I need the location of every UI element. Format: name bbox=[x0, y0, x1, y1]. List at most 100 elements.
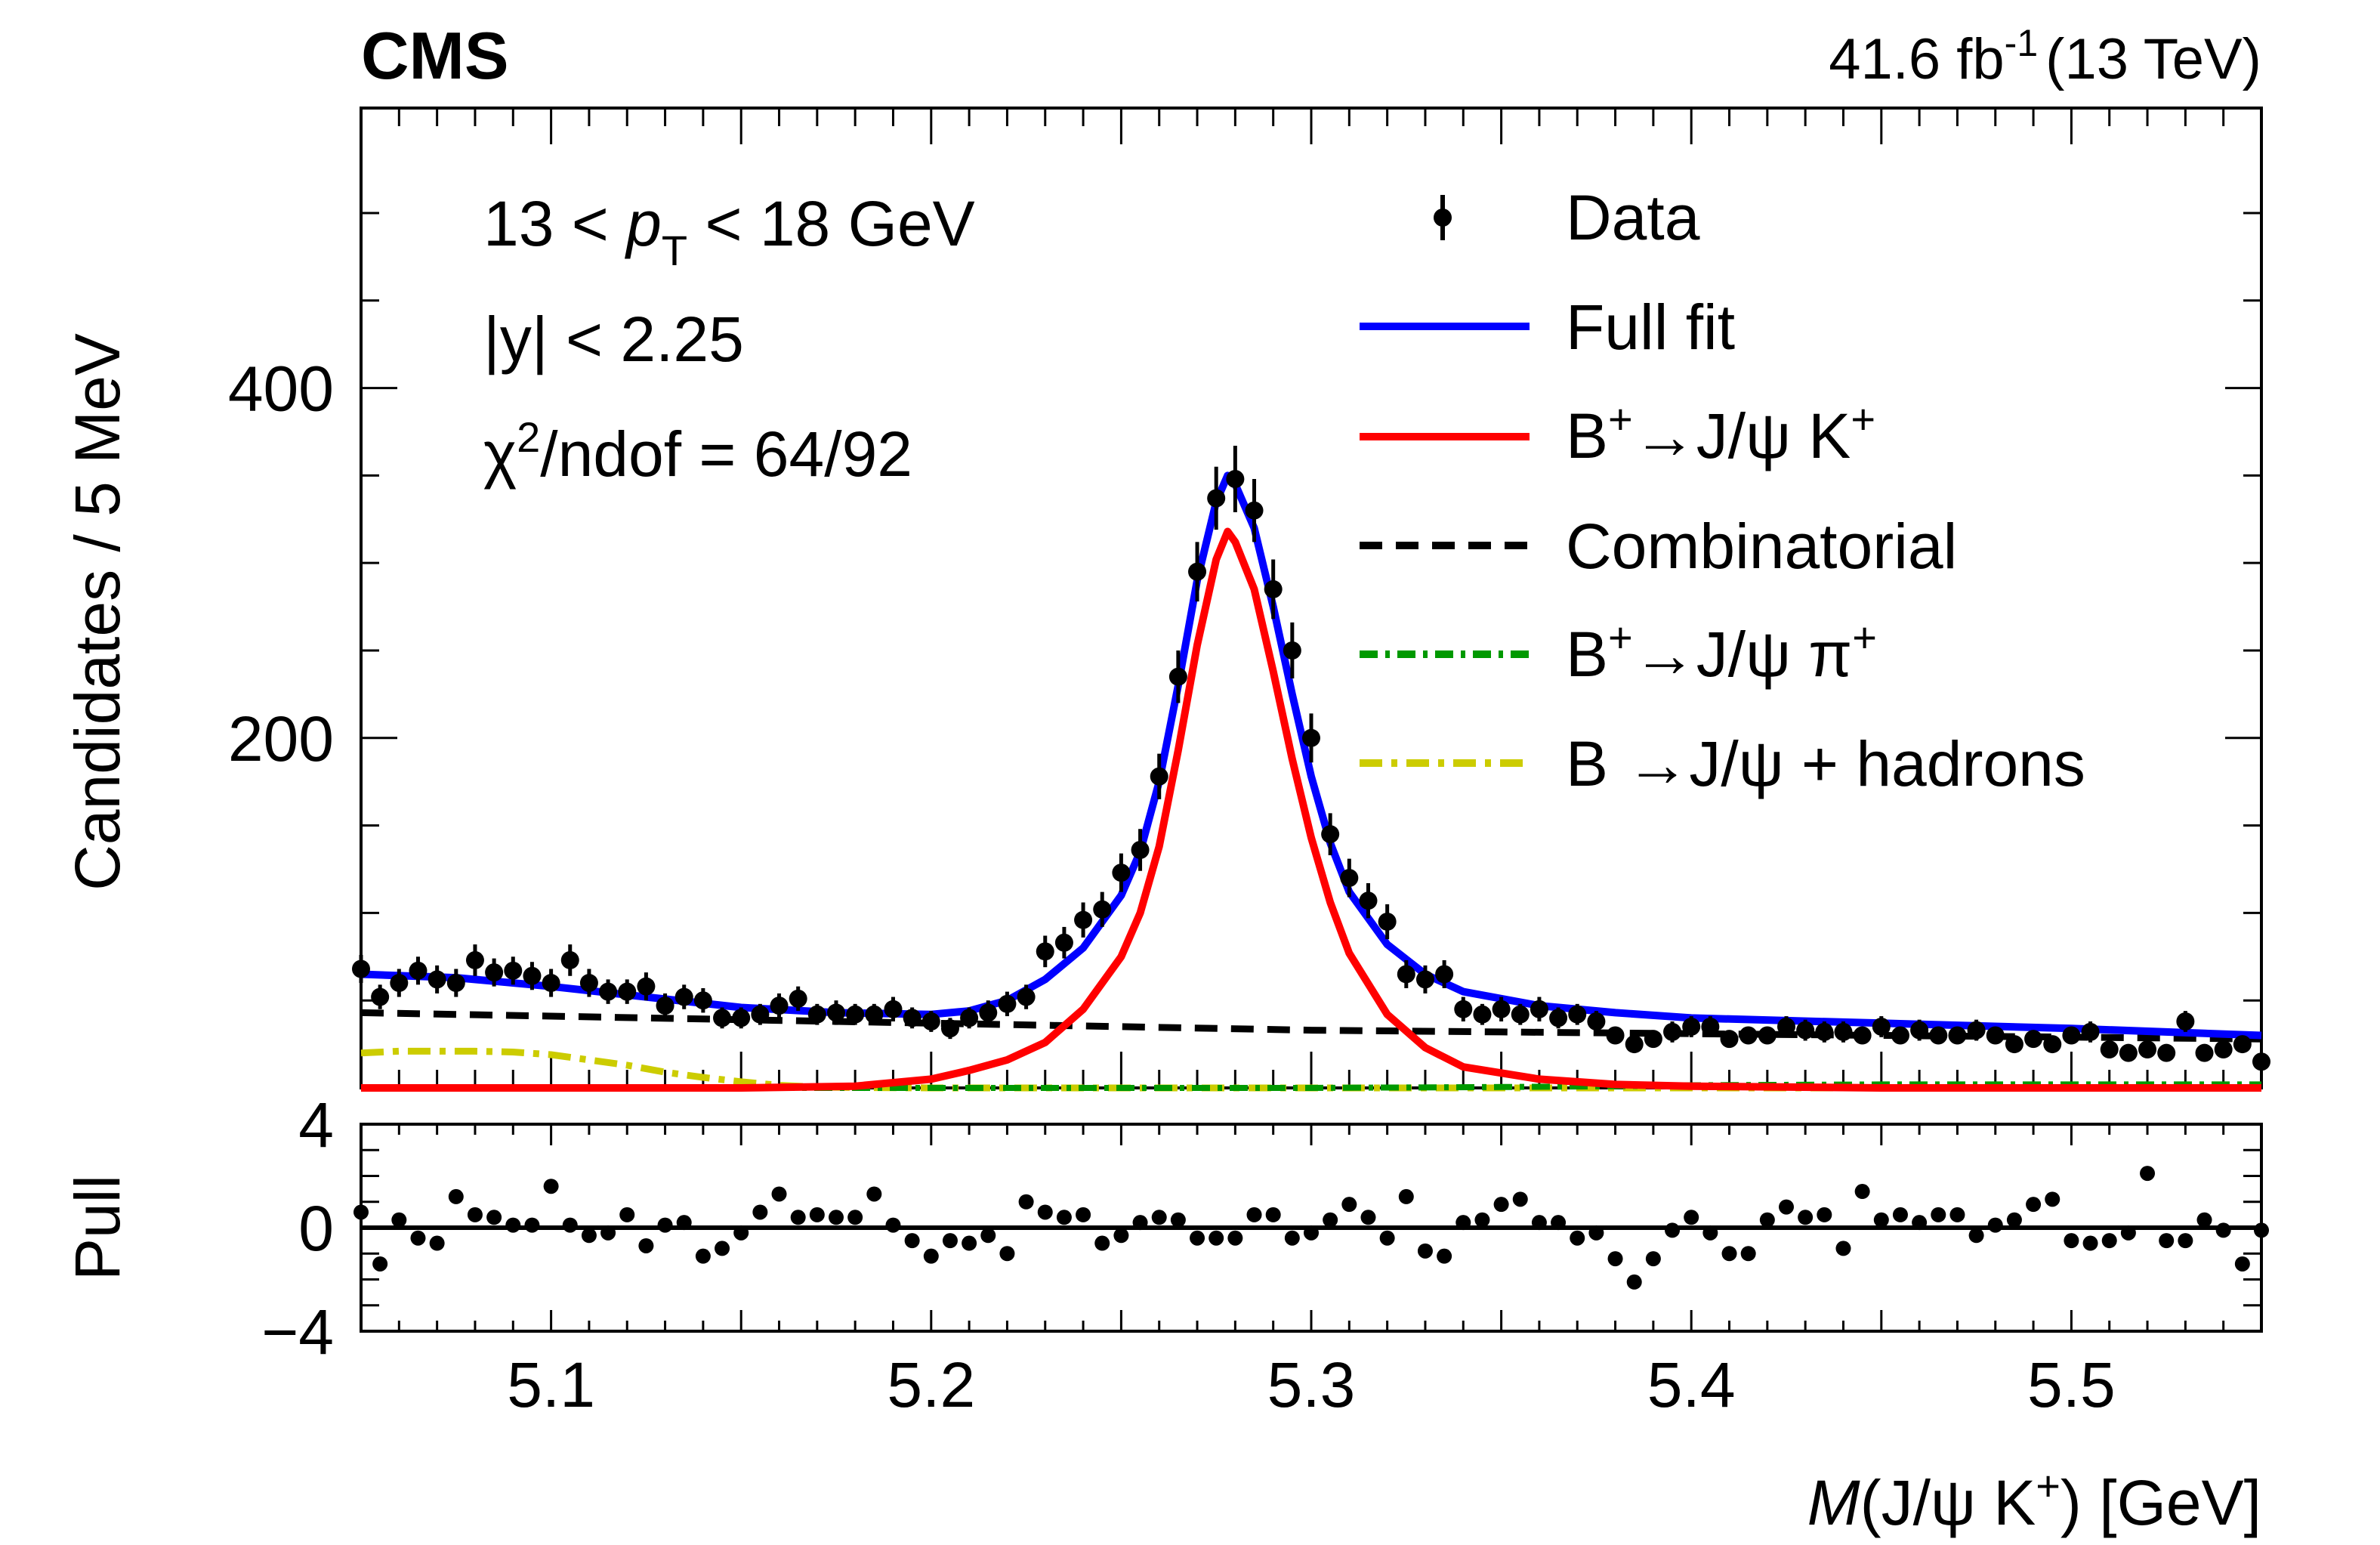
data-point bbox=[1188, 562, 1207, 581]
data-point bbox=[2138, 1040, 2157, 1059]
pull-point bbox=[1551, 1215, 1567, 1231]
pull-point bbox=[1246, 1207, 1262, 1222]
pull-point bbox=[923, 1248, 939, 1264]
data-point bbox=[1815, 1022, 1834, 1041]
data-point bbox=[656, 997, 674, 1015]
pull-panel: −4 0 4 bbox=[261, 1089, 2269, 1367]
data-point bbox=[390, 974, 409, 993]
data-point bbox=[1986, 1026, 2005, 1045]
data-point bbox=[1435, 965, 1454, 984]
data-point bbox=[1720, 1030, 1739, 1049]
data-point bbox=[1245, 501, 1264, 520]
data-point bbox=[2195, 1043, 2214, 1062]
pull-tick-label: −4 bbox=[261, 1296, 334, 1367]
pull-point bbox=[1779, 1199, 1794, 1215]
y-tick-label: 200 bbox=[228, 703, 334, 774]
data-point bbox=[2062, 1026, 2081, 1045]
pull-point bbox=[2026, 1197, 2042, 1213]
pull-ticks: −4 0 4 bbox=[261, 1089, 2263, 1367]
pull-point bbox=[429, 1235, 445, 1251]
pull-point bbox=[866, 1186, 882, 1202]
data-point bbox=[560, 950, 579, 969]
pull-point bbox=[410, 1230, 426, 1246]
pull-point bbox=[1265, 1207, 1281, 1222]
data-point bbox=[637, 977, 656, 996]
pull-point bbox=[942, 1233, 958, 1249]
data-point bbox=[2100, 1040, 2119, 1059]
data-point bbox=[1359, 891, 1378, 910]
data-point bbox=[485, 963, 504, 982]
data-point bbox=[1054, 933, 1073, 952]
pull-point bbox=[1759, 1212, 1775, 1228]
data-point bbox=[1796, 1021, 1815, 1040]
pull-point bbox=[1817, 1207, 1832, 1222]
pull-point bbox=[486, 1210, 502, 1225]
legend: Data Full fit B+→J/ψ K+ Combinatorial B+… bbox=[1360, 182, 2085, 799]
data-point bbox=[979, 1003, 998, 1022]
data-point bbox=[1663, 1022, 1682, 1041]
data-point bbox=[1910, 1021, 1929, 1040]
data-point bbox=[2119, 1043, 2138, 1062]
data-point bbox=[2081, 1022, 2100, 1041]
pull-point bbox=[1056, 1210, 1072, 1225]
legend-hadrons-label: B →J/ψ + hadrons bbox=[1566, 728, 2085, 799]
data-point bbox=[1378, 912, 1397, 931]
pull-point bbox=[1854, 1184, 1870, 1200]
data-point bbox=[409, 961, 428, 980]
data-point bbox=[579, 974, 598, 993]
pull-point bbox=[1607, 1251, 1623, 1267]
data-point bbox=[1473, 1005, 1492, 1024]
data-point bbox=[713, 1009, 732, 1027]
y-axis-label: Candidates / 5 MeV bbox=[62, 333, 133, 891]
pull-point bbox=[1190, 1230, 1205, 1246]
legend-data-label: Data bbox=[1566, 182, 1700, 253]
pull-point bbox=[904, 1233, 920, 1249]
pull-point bbox=[695, 1248, 711, 1264]
data-point bbox=[1150, 767, 1168, 786]
pull-point bbox=[2159, 1233, 2175, 1249]
legend-combinatorial-label: Combinatorial bbox=[1566, 511, 1957, 582]
pull-point bbox=[353, 1204, 369, 1220]
curve-b-j-k- bbox=[361, 527, 2261, 1092]
data-point bbox=[523, 966, 542, 985]
data-point bbox=[903, 1009, 921, 1027]
x-tick-label: 5.2 bbox=[887, 1349, 975, 1420]
data-point bbox=[1112, 864, 1131, 882]
data-point bbox=[1340, 869, 1359, 888]
pull-tick-label: 0 bbox=[298, 1193, 334, 1264]
pull-point bbox=[2196, 1212, 2212, 1228]
data-point bbox=[1492, 1000, 1511, 1018]
pull-point bbox=[1798, 1210, 1814, 1225]
data-point bbox=[1948, 1026, 1967, 1045]
pull-point bbox=[1474, 1212, 1490, 1228]
data-point bbox=[352, 959, 370, 978]
data-point bbox=[1568, 1005, 1587, 1024]
data-point bbox=[1283, 641, 1301, 660]
data-point bbox=[1606, 1026, 1625, 1045]
pull-point bbox=[1018, 1194, 1034, 1210]
pull-point bbox=[962, 1235, 977, 1251]
pull-point bbox=[980, 1228, 996, 1244]
pull-point bbox=[467, 1207, 483, 1222]
pull-point bbox=[1684, 1210, 1699, 1225]
data-point bbox=[865, 1005, 884, 1024]
data-point bbox=[2043, 1035, 2062, 1054]
pull-tick-label: 4 bbox=[298, 1089, 334, 1160]
pull-point bbox=[2215, 1222, 2231, 1238]
pull-point bbox=[1076, 1207, 1091, 1222]
pull-point bbox=[1323, 1212, 1338, 1228]
pull-point bbox=[391, 1212, 407, 1228]
pull-point bbox=[1512, 1191, 1528, 1207]
pull-point bbox=[1626, 1274, 1642, 1290]
pull-point bbox=[1113, 1228, 1129, 1244]
data-point bbox=[998, 994, 1017, 1013]
data-point bbox=[921, 1012, 940, 1031]
pull-point bbox=[1227, 1230, 1243, 1246]
pull-point bbox=[2006, 1212, 2022, 1228]
x-tick-label: 5.1 bbox=[507, 1349, 595, 1420]
data-point bbox=[1701, 1017, 1720, 1036]
pull-point bbox=[790, 1210, 806, 1225]
pull-point bbox=[543, 1179, 559, 1194]
legend-pion-label: B+→J/ψ π+ bbox=[1566, 613, 1877, 690]
data-point bbox=[599, 982, 618, 1001]
